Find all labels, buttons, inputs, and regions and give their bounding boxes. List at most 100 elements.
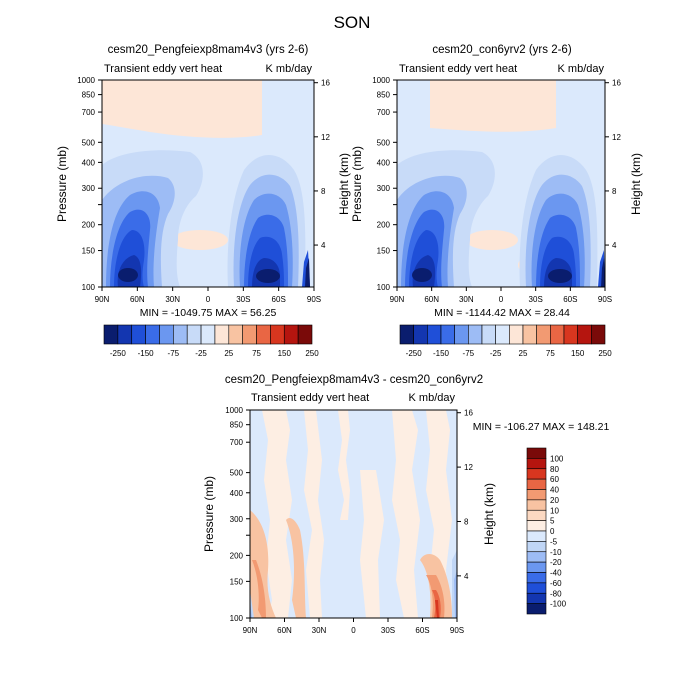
colorbar-label: 250 [598,349,612,358]
y-tick-label: 400 [377,158,391,167]
panel-2-stats: MIN = -1144.42 MAX = 28.44 [434,307,570,319]
panel-3: cesm20_Pengfeiexp8mam4v3 - cesm20_con6yr… [202,374,609,635]
x-tick-label: 0 [351,626,356,635]
x-tick-label: 30S [381,626,395,635]
y-tick-label: 500 [230,469,244,478]
colorbar-label: 150 [278,349,292,358]
colorbar-box [591,324,606,345]
panel-2-title: cesm20_con6yrv2 (yrs 2-6) [432,44,571,56]
x-tick-label: 0 [499,295,504,304]
y-tick-label: 700 [377,108,391,117]
x-tick-label: 60N [424,295,439,304]
colorbar-label: 150 [571,349,585,358]
height-tick-label: 12 [612,133,621,142]
colorbar-box [427,324,442,345]
colorbar-box [526,530,547,542]
y-tick-label: 100 [230,614,244,623]
y-tick-label: 300 [230,515,244,524]
panel-3-y-label: Pressure (mb) [202,476,216,552]
colorbar-label: -25 [490,349,502,358]
colorbar-label: -250 [110,349,127,358]
colorbar-box [526,468,547,480]
panel-1: cesm20_Pengfeiexp8mam4v3 (yrs 2-6) Trans… [55,44,351,358]
colorbar-label: -5 [550,537,558,546]
height-tick-label: 8 [612,187,617,196]
contour-fill [252,560,266,618]
contour-fill [262,410,292,618]
colorbar-box [117,324,133,345]
contour-fill [338,410,350,520]
x-tick-label: 60S [272,295,286,304]
colorbar-label: -150 [138,349,155,358]
colorbar-label: 60 [550,475,559,484]
x-tick-label: 90S [598,295,612,304]
contour-fill [412,268,432,282]
x-tick-label: 30N [459,295,474,304]
colorbar-label: 20 [550,496,559,505]
contour-fill [392,410,420,618]
panel-1-right-label: Height (km) [337,153,351,215]
colorbar-box [526,603,547,615]
positive-region [430,80,556,132]
height-tick-label: 16 [612,79,621,88]
height-tick-label: 4 [612,241,617,250]
panel-2-y-label: Pressure (mb) [350,146,364,222]
colorbar-box [399,324,414,345]
colorbar-label: 80 [550,465,559,474]
x-tick-label: 60N [277,626,292,635]
colorbar-box [550,324,565,345]
height-tick-label: 8 [321,187,326,196]
colorbar-label: 10 [550,506,559,515]
colorbar-box [526,458,547,470]
colorbar-label: 75 [252,349,261,358]
colorbar-label: -60 [550,579,562,588]
colorbar-label: -75 [463,349,475,358]
y-tick-label: 400 [230,489,244,498]
panel-3-axes: 100 150 200 300 400 500 700 850 1000 4 8 12 16 90N 60N… [225,406,473,635]
figure-title: SON [334,13,371,32]
positive-region [466,230,518,250]
x-tick-label: 30S [236,295,250,304]
colorbar-box [526,572,547,584]
positive-region [172,230,228,250]
y-tick-label: 700 [230,438,244,447]
colorbar-box [173,324,188,345]
colorbar-box [577,324,592,345]
y-tick-label: 400 [82,158,96,167]
y-tick-label: 150 [377,247,391,256]
panel-3-right-label: Height (km) [482,483,496,545]
x-tick-label: 90S [307,295,321,304]
colorbar-box [526,509,547,521]
contour-fill [256,269,280,283]
height-tick-label: 16 [464,409,473,418]
colorbar-box [526,447,547,459]
colorbar-box [526,489,547,501]
height-tick-label: 12 [321,133,330,142]
colorbar-box [526,592,547,604]
contour-fill [601,258,605,287]
contour-fill [454,570,457,618]
y-tick-label: 850 [82,91,96,100]
y-tick-label: 150 [230,577,244,586]
height-tick-label: 16 [321,79,330,88]
colorbar-box [297,324,313,345]
colorbar-box [526,520,547,532]
colorbar-box [200,324,216,345]
contour-fill [250,510,276,618]
panel-3-left-subtitle: Transient eddy vert heat [251,392,369,404]
y-tick-label: 700 [82,108,96,117]
colorbar-label: -100 [550,600,567,609]
colorbar-box [159,324,174,345]
positive-region [102,80,262,138]
y-tick-label: 300 [82,184,96,193]
y-tick-label: 850 [230,421,244,430]
panel-1-axes: 100 150 200 300 400 500 700 850 1000 4 8 12 16 90N 60N… [77,76,330,304]
contour-fill [360,470,384,618]
panel-1-right-subtitle: K mb/day [266,63,313,75]
x-tick-label: 90S [450,626,464,635]
panel-2-colorbar: -250 -150 -75 -25 25 75 150 250 [399,324,612,358]
colorbar-label: 40 [550,486,559,495]
panel-2-right-label: Height (km) [629,153,643,215]
